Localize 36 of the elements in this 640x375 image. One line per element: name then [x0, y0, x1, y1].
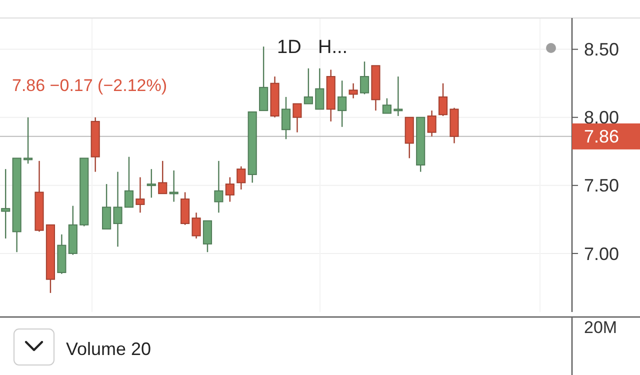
candlestick — [427, 110, 436, 138]
candlestick — [382, 98, 392, 114]
candlestick — [304, 68, 313, 104]
candlestick — [146, 168, 156, 198]
candlestick — [1, 168, 10, 240]
y-tick-label: 8.00 — [584, 108, 620, 128]
candlestick — [360, 60, 370, 95]
candlestick — [348, 82, 358, 99]
candlestick — [394, 76, 403, 117]
candlestick — [124, 156, 134, 208]
candlestick — [169, 170, 178, 202]
text: Volume 20 — [66, 339, 152, 359]
y-tick-label: 8.50 — [584, 40, 620, 60]
candlestick — [225, 176, 234, 202]
candlestick — [102, 183, 112, 230]
candlestick — [438, 82, 448, 117]
text: 20M — [584, 318, 618, 337]
y-tick-label: 7.00 — [584, 244, 620, 264]
ref-line-label: 7.86 — [584, 126, 620, 147]
candlestick — [292, 103, 302, 133]
candlestick — [158, 160, 168, 194]
candlestick — [136, 176, 145, 214]
candlestick — [338, 80, 347, 128]
candlestick — [202, 220, 212, 253]
y-tick-label: 7.50 — [584, 176, 620, 196]
candlestick — [259, 46, 268, 112]
candlestick — [236, 166, 246, 190]
candlestick — [192, 212, 201, 240]
annotation: 1D — [277, 37, 302, 58]
candlestick — [24, 116, 33, 164]
candlestick — [281, 96, 291, 140]
candlestick — [214, 160, 224, 214]
candlestick — [113, 171, 122, 248]
candlestick — [315, 68, 324, 110]
annotation: 7.86 −0.17 (−2.12%) — [12, 76, 168, 95]
annotation: H... — [318, 37, 348, 58]
